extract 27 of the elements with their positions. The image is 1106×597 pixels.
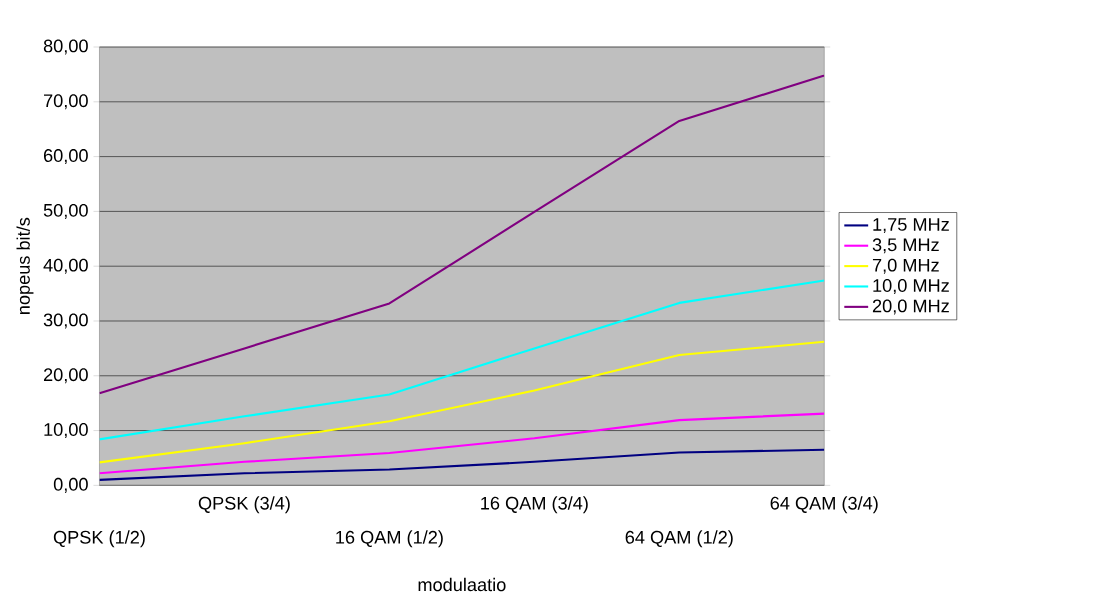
x-tick-label: 64 QAM (3/4) — [770, 496, 878, 514]
x-axis-title: modulaatio — [418, 577, 506, 592]
y-tick-label: 30,00 — [43, 313, 88, 329]
x-tick-label: 16 QAM (1/2) — [336, 530, 443, 548]
legend-label: 1,75 MHz — [873, 218, 949, 234]
legend-label: 3,5 MHz — [872, 238, 939, 254]
y-axis-title: nopeus bit/s — [16, 217, 34, 315]
x-tick-label: 16 QAM (3/4) — [481, 496, 588, 514]
y-tick-label: 80,00 — [43, 39, 88, 55]
y-tick-label: 10,00 — [44, 423, 88, 439]
line-series — [99, 448, 825, 482]
y-tick-label: 50,00 — [43, 203, 88, 220]
x-tick-label: 64 QAM (1/2) — [625, 530, 733, 548]
y-tick-label: 70,00 — [44, 94, 88, 110]
x-tick-label: QPSK (1/2) — [53, 530, 145, 548]
legend-label: 10,0 MHz — [873, 279, 949, 295]
line-series — [99, 412, 825, 475]
legend-label: 20,0 MHz — [872, 299, 949, 315]
y-tick-label: 40,00 — [43, 258, 88, 274]
line-series — [99, 279, 825, 441]
legend-label: 7,0 MHz — [872, 258, 939, 274]
line-series — [99, 74, 825, 395]
y-tick-label: 0,00 — [53, 477, 88, 493]
x-tick-label: QPSK (3/4) — [198, 496, 290, 514]
line-series — [99, 340, 825, 464]
y-tick-label: 20,00 — [43, 368, 88, 384]
y-tick-label: 60,00 — [43, 149, 88, 165]
